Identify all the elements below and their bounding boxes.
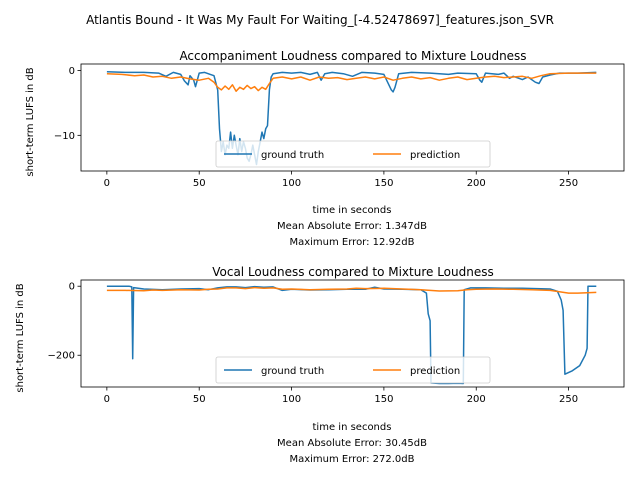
accompaniment-mae: Mean Absolute Error: 1.347dB [277,221,427,232]
vocal-xtick-label: 250 [559,394,578,405]
vocal-max-error: Maximum Error: 272.0dB [289,454,414,465]
accompaniment-xtick-label: 50 [193,178,206,189]
vocal-xtick-label: 0 [104,394,110,405]
accompaniment-ytick-label: 0 [69,66,75,77]
accompaniment-axes-frame [80,63,625,172]
accompaniment-legend-label-ground-truth: ground truth [261,150,324,161]
accompaniment-plot-area: 0 50 100 150 200 250 0 −10 ground truth predictio… [54,63,625,189]
vocal-axes-frame [80,279,625,388]
vocal-xtick-label: 50 [193,394,206,405]
vocal-subplot: Vocal Loudness compared to Mixture Loudn… [15,265,625,465]
accompaniment-xtick-label: 200 [467,178,486,189]
accompaniment-title: Accompaniment Loudness compared to Mixtu… [179,49,526,63]
accompaniment-legend: ground truth prediction [215,140,491,168]
accompaniment-xtick-label: 250 [559,178,578,189]
accompaniment-ytick-label: −10 [54,131,75,142]
vocal-legend-box [215,356,491,384]
accompaniment-ylabel: short-term LUFS in dB [25,67,36,176]
vocal-title: Vocal Loudness compared to Mixture Loudn… [212,265,494,279]
vocal-xtick-label: 100 [282,394,301,405]
accompaniment-subplot: Accompaniment Loudness compared to Mixtu… [25,49,625,248]
accompaniment-series-prediction-line [106,72,597,92]
accompaniment-xlabel: time in seconds [313,205,392,216]
accompaniment-series-ground-truth-line [106,71,597,166]
vocal-ytick-label: 0 [69,282,75,293]
vocal-ytick-label: −200 [48,351,75,362]
vocal-mae: Mean Absolute Error: 30.45dB [277,438,427,449]
accompaniment-xtick-label: 100 [282,178,301,189]
vocal-legend-label-ground-truth: ground truth [261,366,324,377]
accompaniment-xtick-label: 0 [104,178,110,189]
accompaniment-legend-box [215,140,491,168]
vocal-xlabel: time in seconds [313,422,392,433]
vocal-xtick-label: 200 [467,394,486,405]
vocal-xtick-label: 150 [374,394,393,405]
accompaniment-max-error: Maximum Error: 12.92dB [289,237,414,248]
accompaniment-legend-label-prediction: prediction [410,150,460,161]
vocal-legend-label-prediction: prediction [410,366,460,377]
vocal-series-prediction-line [106,286,597,294]
vocal-legend: ground truth prediction [215,356,491,384]
figure-suptitle: Atlantis Bound - It Was My Fault For Wai… [86,13,554,27]
accompaniment-xtick-label: 150 [374,178,393,189]
vocal-ylabel: short-term LUFS in dB [15,283,26,392]
vocal-plot-area: 0 50 100 150 200 250 0 −200 ground truth predicti… [48,279,625,405]
